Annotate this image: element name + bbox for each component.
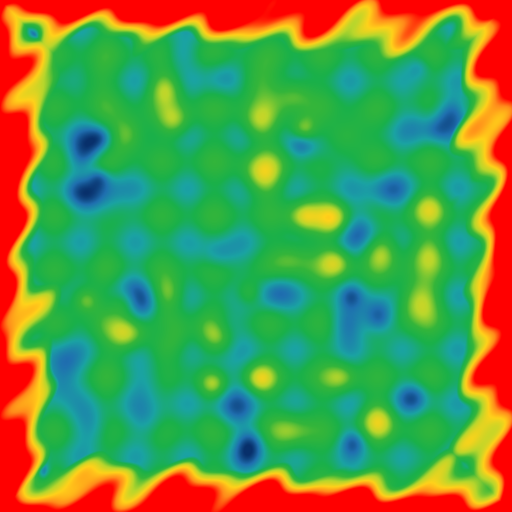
- heatmap-canvas: [0, 0, 512, 512]
